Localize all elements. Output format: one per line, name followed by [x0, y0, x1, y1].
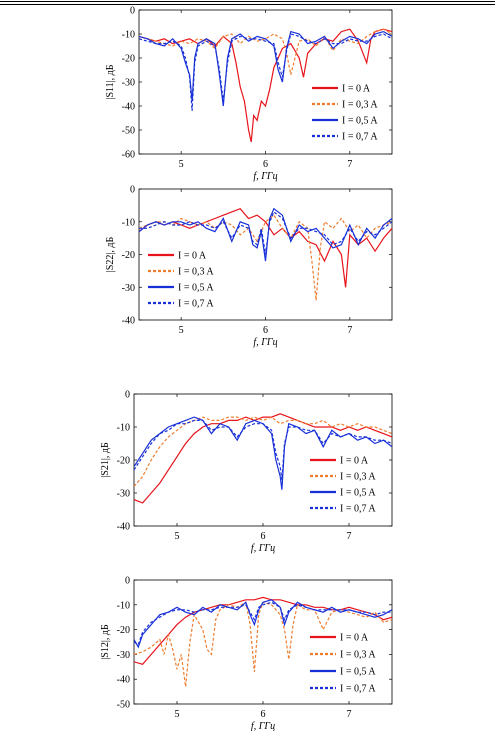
x-tick-label: 7: [347, 159, 352, 170]
y-tick-label: -20: [122, 250, 135, 261]
legend-label: I = 0,7 A: [340, 504, 376, 515]
y-tick-label: -40: [122, 102, 135, 113]
y-axis-label: |S21|, дБ: [100, 442, 111, 478]
legend-label: I = 0,3 A: [342, 100, 378, 111]
y-tick-label: -40: [117, 675, 130, 686]
x-axis-label: f, ГГц: [253, 171, 277, 182]
x-axis-label: f, ГГц: [253, 337, 277, 348]
legend-label: I = 0,5 A: [340, 667, 376, 678]
series-line-3: [134, 419, 392, 480]
legend-label: I = 0,7 A: [340, 684, 376, 695]
y-tick-label: 0: [130, 6, 135, 17]
x-tick-label: 6: [263, 325, 268, 336]
series-line-0: [134, 596, 392, 665]
series-line-1: [134, 416, 392, 487]
series-line-2: [134, 599, 392, 649]
legend-label: I = 0,7 A: [178, 299, 214, 310]
legend-label: I = 0,5 A: [342, 116, 378, 127]
legend-label: I = 0,3 A: [340, 650, 376, 661]
y-tick-label: -50: [122, 126, 135, 137]
series-line-3: [139, 33, 392, 111]
x-axis-label: f, ГГц: [251, 543, 275, 554]
x-tick-label: 5: [175, 709, 180, 720]
x-tick-label: 5: [179, 159, 184, 170]
y-tick-label: -10: [117, 600, 130, 611]
y-tick-label: 0: [125, 576, 130, 587]
y-tick-label: -30: [122, 283, 135, 294]
legend-label: I = 0 A: [340, 456, 369, 467]
series-line-0: [139, 28, 392, 143]
x-axis-label: f, ГГц: [251, 721, 275, 731]
series-line-2: [139, 30, 392, 107]
series-line-0: [134, 413, 392, 504]
y-tick-label: -40: [117, 522, 130, 533]
x-tick-label: 6: [261, 709, 266, 720]
x-tick-label: 7: [347, 531, 352, 542]
chart-1: 0 -10 -20 -30 -40 5 6 7 f, ГГц |S22|, дБ I = 0 A I …: [105, 185, 393, 348]
series-line-1: [134, 601, 392, 687]
legend-label: I = 0,3 A: [340, 472, 376, 483]
x-tick-label: 5: [179, 325, 184, 336]
y-tick-label: -10: [122, 217, 135, 228]
legend-label: I = 0 A: [178, 251, 207, 262]
series-line-3: [139, 210, 392, 255]
series-line-3: [134, 601, 392, 646]
y-tick-label: -10: [117, 423, 130, 434]
y-tick-label: -20: [117, 625, 130, 636]
legend-label: I = 0,3 A: [178, 267, 214, 278]
y-tick-label: -50: [117, 700, 130, 711]
chart-3: 0 -10 -20 -30 -40 -50 5 6 7 f, ГГц |S12|, дБ I = 0 …: [100, 576, 393, 731]
y-axis-label: |S22|, дБ: [105, 237, 116, 273]
y-tick-label: -30: [122, 78, 135, 89]
y-axis-label: |S11|, дБ: [105, 64, 116, 99]
x-tick-label: 5: [175, 531, 180, 542]
y-tick-label: -30: [117, 489, 130, 500]
y-tick-label: -40: [122, 316, 135, 327]
legend-label: I = 0 A: [342, 84, 371, 95]
header-rule-top: [0, 1, 495, 2]
x-tick-label: 7: [347, 709, 352, 720]
series-line-1: [139, 28, 392, 75]
x-tick-label: 6: [263, 159, 268, 170]
legend-label: I = 0,5 A: [340, 488, 376, 499]
y-tick-label: -30: [117, 650, 130, 661]
y-tick-label: -60: [122, 150, 135, 161]
legend-label: I = 0,7 A: [342, 132, 378, 143]
y-tick-label: -20: [122, 54, 135, 65]
y-tick-label: -20: [117, 456, 130, 467]
y-tick-label: 0: [125, 390, 130, 401]
legend-label: I = 0,5 A: [178, 283, 214, 294]
y-axis-label: |S12|, дБ: [100, 624, 111, 660]
chart-2: 0 -10 -20 -30 -40 5 6 7 f, ГГц |S21|, дБ I = 0 A I …: [100, 390, 393, 554]
chart-0: 0 -10 -20 -30 -40 -50 -60 5 6 7 f, ГГц |S11|, дБ I =…: [105, 6, 393, 182]
y-tick-label: -10: [122, 30, 135, 41]
series-line-0: [139, 207, 392, 288]
header-rule-bottom: [0, 4, 495, 5]
y-tick-label: 0: [130, 185, 135, 196]
x-tick-label: 6: [261, 531, 266, 542]
legend-label: I = 0 A: [340, 633, 369, 644]
x-tick-label: 7: [347, 325, 352, 336]
